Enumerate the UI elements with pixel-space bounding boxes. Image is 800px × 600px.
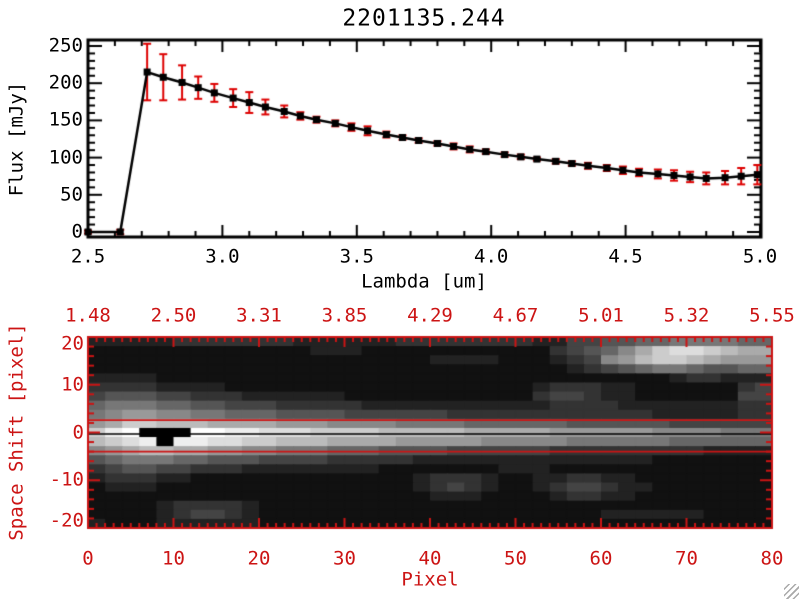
image-y-axis-label: Space Shift [pixel] [5, 323, 28, 541]
image-x-tick-label: 80 [760, 547, 784, 570]
spectrum-y-tick-label: 100 [48, 146, 83, 169]
spectrum-x-tick-label: 2.5 [70, 245, 106, 268]
image-y-tick-label: -10 [49, 468, 84, 491]
spectrum-x-axis-label: Lambda [um] [361, 270, 487, 293]
image-y-tick-label: 20 [61, 332, 84, 355]
spectrum-y-tick-label: 0 [71, 220, 83, 243]
spectrum-x-tick-label: 3.0 [205, 245, 240, 268]
image-x-tick-label: 20 [247, 547, 271, 570]
spectrum-x-tick-label: 4.0 [474, 245, 509, 268]
image-y-tick-label: 0 [72, 421, 84, 443]
image-x-tick-label: 0 [82, 547, 94, 570]
image-top-axis-tick-label: 3.85 [321, 304, 368, 327]
image-x-tick-label: 30 [333, 547, 356, 570]
image-top-axis-tick-label: 4.67 [492, 304, 539, 327]
image-x-tick-label: 50 [504, 547, 527, 570]
image-x-tick-label: 10 [162, 547, 185, 570]
image-y-tick-label: 10 [61, 373, 84, 396]
image-x-tick-label: 40 [418, 547, 442, 570]
plot-title: 2201135.244 [342, 5, 506, 32]
spectrum-x-tick-label: 5.0 [742, 245, 778, 268]
resize-grip-icon[interactable] [784, 584, 799, 599]
spectrum-y-tick-label: 150 [48, 108, 83, 131]
spectrum-y-tick-label: 250 [48, 34, 83, 57]
spectrum-x-tick-label: 4.5 [608, 245, 643, 268]
image-top-axis-tick-label: 3.31 [236, 304, 282, 327]
image-x-tick-label: 60 [589, 547, 613, 570]
image-x-tick-label: 70 [675, 547, 698, 570]
spectrum-x-tick-label: 3.5 [339, 245, 374, 268]
spectrum-y-tick-label: 200 [48, 71, 83, 94]
spectrum-y-axis-label: Flux [mJy] [5, 81, 28, 197]
image-top-axis-tick-label: 5.55 [749, 304, 795, 327]
image-y-tick-label: -20 [49, 509, 84, 532]
image-top-axis-tick-label: 5.01 [578, 304, 624, 327]
spectrum-y-tick-label: 50 [60, 183, 83, 206]
image-top-axis-tick-label: 5.32 [663, 304, 710, 327]
image-top-axis-tick-label: 1.48 [65, 304, 111, 327]
image-x-axis-label: Pixel [401, 568, 459, 591]
image-top-axis-tick-label: 2.50 [150, 304, 197, 327]
image-top-axis-tick-label: 4.29 [407, 304, 453, 327]
